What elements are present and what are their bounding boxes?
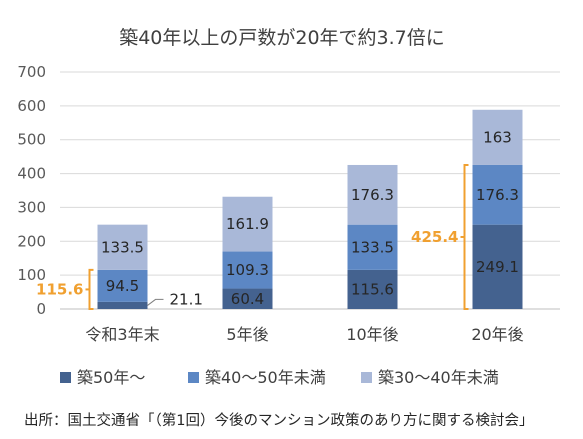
data-label: 161.9 [226, 215, 269, 233]
legend-swatch [361, 372, 372, 383]
legend-swatch [60, 372, 71, 383]
data-label: 60.4 [231, 290, 264, 308]
legend-label: 築50年～ [77, 368, 145, 387]
data-label: 163 [483, 128, 512, 146]
bar-segment [347, 269, 398, 309]
bar-segment [347, 224, 398, 270]
data-label: 176.3 [476, 186, 519, 204]
bar-segment [472, 224, 523, 309]
annotations: 21.1 115.6 425.4 [36, 163, 469, 310]
bracket-label: 115.6 [36, 280, 83, 298]
data-label: 249.1 [476, 258, 519, 276]
source-note: 出所：国土交通省「（第1回）今後のマンション政策のあり方に関する検討会」 [24, 413, 534, 429]
bar-segment [472, 109, 523, 165]
bar-segment [472, 164, 523, 225]
data-label: 133.5 [101, 238, 144, 256]
pointer-line [147, 298, 164, 306]
bracket [463, 163, 469, 310]
y-tick-label: 500 [17, 131, 46, 149]
data-label: 133.5 [351, 238, 394, 256]
bar-segment [222, 288, 273, 309]
pointer-label: 21.1 [170, 290, 203, 308]
bar-segment [347, 164, 398, 225]
y-tick-label: 100 [17, 266, 46, 284]
bracket-label: 425.4 [411, 228, 458, 246]
x-tick-label: 10年後 [346, 325, 398, 344]
data-label: 115.6 [351, 280, 394, 298]
x-axis: 令和3年末 5年後 10年後 20年後 [85, 325, 523, 344]
bar-segment [222, 251, 273, 289]
y-tick-label: 300 [17, 198, 46, 216]
x-tick-label: 5年後 [226, 325, 268, 344]
x-tick-label: 令和3年末 [85, 325, 159, 344]
bar-segment [97, 224, 148, 270]
bar-segment [97, 301, 148, 309]
bracket [88, 268, 94, 310]
y-tick-label: 600 [17, 97, 46, 115]
y-tick-label: 400 [17, 165, 46, 183]
legend-label: 築40～50年未満 [205, 368, 326, 387]
y-tick-label: 200 [17, 232, 46, 250]
y-axis: 0 100 200 300 400 500 600 700 [17, 63, 46, 318]
legend-label: 築30～40年未満 [378, 368, 499, 387]
data-label: 94.5 [106, 277, 139, 295]
chart-title: 築40年以上の戸数が20年で約3.7倍に [119, 27, 445, 49]
y-tick-label: 0 [36, 300, 46, 318]
x-tick-label: 20年後 [471, 325, 523, 344]
data-label: 109.3 [226, 261, 269, 279]
y-tick-label: 700 [17, 63, 46, 81]
bars: 94.5 133.5 60.4 109.3 161.9 115.6 133.5 176.3 24… [97, 109, 523, 309]
bar-segment [97, 269, 148, 302]
bar-segment [222, 196, 273, 252]
legend-swatch [188, 372, 199, 383]
legend: 築50年～ 築40～50年未満 築30～40年未満 [60, 368, 499, 387]
data-label: 176.3 [351, 186, 394, 204]
